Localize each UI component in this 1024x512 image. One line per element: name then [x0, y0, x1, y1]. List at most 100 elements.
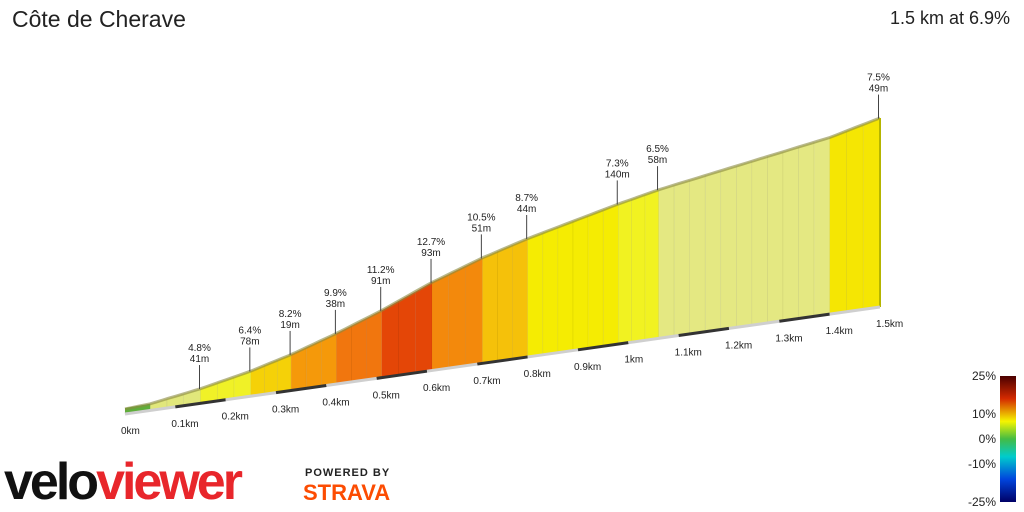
grade-fill-strip — [658, 184, 675, 339]
distance-axis-segment — [225, 391, 277, 402]
segment-grade-label: 12.7% — [417, 237, 445, 248]
distance-tick-label: 0.8km — [524, 369, 551, 380]
distance-tick-label: 0.3km — [272, 405, 299, 416]
grade-fill-strip — [512, 238, 529, 360]
strava-logo: STRAVA — [303, 480, 391, 505]
grade-fill-strip — [527, 232, 544, 358]
segment-length-label: 41m — [190, 354, 209, 365]
segment-grade-label: 7.5% — [867, 73, 890, 84]
grade-legend-bar — [1000, 376, 1016, 502]
grade-legend-label: -25% — [968, 495, 996, 509]
grade-legend-label: 10% — [972, 407, 996, 421]
grade-fill-strip — [431, 273, 450, 371]
distance-axis-segment — [326, 376, 377, 387]
grade-fill-strip — [689, 175, 706, 335]
grade-fills — [124, 117, 881, 415]
grade-fill-strip — [782, 146, 799, 322]
segment-length-label: 78m — [240, 336, 259, 347]
distance-axis: 0km 0.1km 0.2km 0.3km 0.4km 0.5km 0.6km 0.7km 0.… — [121, 305, 903, 437]
segment-length-label: 91m — [371, 276, 390, 287]
distance-tick-label: 0.4km — [322, 397, 349, 408]
distance-tick-label: 0.2km — [222, 412, 249, 423]
distance-axis-segment — [728, 319, 780, 330]
veloviewer-logo: veloviewer — [4, 453, 243, 511]
distance-tick-label: 0.1km — [171, 419, 198, 430]
distance-axis-segment — [175, 398, 226, 409]
grade-fill-strip — [366, 309, 383, 381]
segment-grade-label: 8.7% — [515, 193, 538, 204]
segment-length-label: 19m — [280, 320, 299, 331]
distance-axis-segment — [779, 312, 830, 323]
grade-fill-strip — [767, 151, 784, 324]
distance-axis-segment — [829, 305, 881, 316]
grade-fill-strip — [336, 325, 352, 385]
grade-fill-strip — [572, 215, 589, 351]
powered-by-text: POWERED BY — [305, 467, 391, 479]
grade-fill-strip — [557, 220, 574, 354]
segment-length-label: 140m — [605, 169, 630, 180]
grade-fill-strip — [602, 203, 619, 347]
segment-length-label: 44m — [517, 204, 536, 215]
distance-axis-segment — [527, 348, 579, 359]
grade-fill-strip — [497, 244, 513, 362]
distance-tick-label: 0.7km — [473, 376, 500, 387]
segment-grade-label: 7.3% — [606, 158, 629, 169]
segment-grade-label: 4.8% — [188, 343, 211, 354]
grade-fill-strip — [381, 300, 399, 378]
segment-length-label: 49m — [869, 84, 888, 95]
grade-fill-strip — [448, 265, 466, 369]
distance-tick-label: 0.9km — [574, 362, 601, 373]
segment-grade-label: 8.2% — [279, 309, 302, 320]
grade-fill-strip — [813, 137, 831, 317]
distance-axis-segment — [124, 405, 176, 416]
grade-legend-label: -10% — [968, 457, 996, 471]
segment-grade-label: 6.4% — [238, 325, 261, 336]
grade-fill-strip — [398, 291, 416, 376]
grade-fill-strip — [631, 194, 646, 343]
distance-tick-label: 0.5km — [373, 390, 400, 401]
grade-fill-strip — [798, 141, 815, 319]
segment-length-label: 93m — [421, 248, 440, 259]
profile-top-line — [124, 116, 881, 411]
grade-fill-strip — [644, 189, 659, 341]
grade-fill-strip — [673, 179, 690, 337]
distance-axis-segment — [376, 369, 428, 380]
distance-tick-label: 1.2km — [725, 340, 752, 351]
grade-legend-label: 0% — [979, 432, 997, 446]
segment-grade-label: 11.2% — [367, 265, 395, 276]
segment-length-label: 58m — [648, 155, 667, 166]
grade-fill-strip — [587, 209, 604, 349]
grade-fill-strip — [862, 117, 881, 310]
grade-fill-strip — [617, 198, 633, 345]
distance-tick-label: 1.1km — [675, 348, 702, 359]
grade-fill-strip — [751, 156, 768, 326]
distance-tick-label: 1.4km — [826, 326, 853, 337]
distance-tick-label: 1.3km — [775, 333, 802, 344]
segment-labels: 4.8%41m 6.4%78m 8.2%19m 9.9%38m 11.2%91m 12.7… — [188, 73, 890, 390]
grade-fill-strip — [704, 170, 722, 333]
distance-tick-label: 0km — [121, 426, 140, 437]
page-title: Côte de Cherave — [12, 6, 186, 32]
distance-axis-segment — [577, 341, 629, 352]
distance-axis-segment — [275, 383, 327, 395]
distance-tick-label: 1.5km — [876, 319, 903, 330]
distance-tick-label: 0.6km — [423, 383, 450, 394]
grade-fill-strip — [735, 160, 753, 328]
profile-top-edge — [124, 116, 881, 411]
grade-fill-strip — [482, 250, 498, 364]
distance-axis-segment — [678, 326, 730, 338]
climb-summary: 1.5 km at 6.9% — [889, 8, 1010, 28]
grade-fill-strip — [414, 281, 433, 374]
grade-legend: 25% 10% 0% -10% -25% — [968, 369, 1016, 509]
grade-legend-label: 25% — [972, 369, 996, 383]
distance-axis-segment — [628, 334, 679, 345]
segment-length-label: 38m — [326, 299, 345, 310]
grade-fill-strip — [542, 226, 559, 356]
grade-fill-strip — [846, 124, 864, 313]
distance-tick-label: 1km — [624, 355, 643, 366]
segment-grade-label: 6.5% — [646, 144, 669, 155]
grade-fill-strip — [720, 165, 737, 330]
segment-grade-label: 9.9% — [324, 288, 347, 299]
grade-fill-strip — [320, 332, 337, 387]
